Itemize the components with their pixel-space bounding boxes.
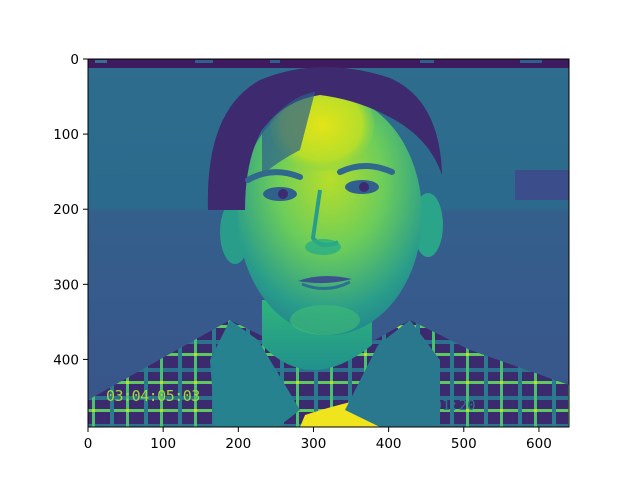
y-tick-label: 0 xyxy=(70,52,79,68)
y-axis-ticks: 0 100 200 300 400 xyxy=(53,52,88,368)
y-tick-label: 100 xyxy=(53,127,79,143)
y-tick-label: 200 xyxy=(53,202,79,218)
x-tick-label: 600 xyxy=(526,436,552,452)
timecode-right-overlay: =01:20 xyxy=(425,398,476,414)
x-tick-label: 300 xyxy=(301,436,327,452)
x-axis-ticks: 0 100 200 300 400 500 600 xyxy=(84,427,552,452)
x-tick-label: 200 xyxy=(225,436,251,452)
x-tick-label: 100 xyxy=(150,436,176,452)
x-tick-label: 0 xyxy=(84,436,93,452)
y-tick-label: 300 xyxy=(53,277,79,293)
y-tick-label: 400 xyxy=(53,352,79,368)
plot-frame xyxy=(87,58,570,428)
timecode-left-overlay: 03:04:05:03 xyxy=(106,387,200,405)
x-tick-label: 500 xyxy=(451,436,477,452)
x-tick-label: 400 xyxy=(376,436,402,452)
heatmap-image: 03:04:05:03 =01:20 xyxy=(88,59,569,427)
